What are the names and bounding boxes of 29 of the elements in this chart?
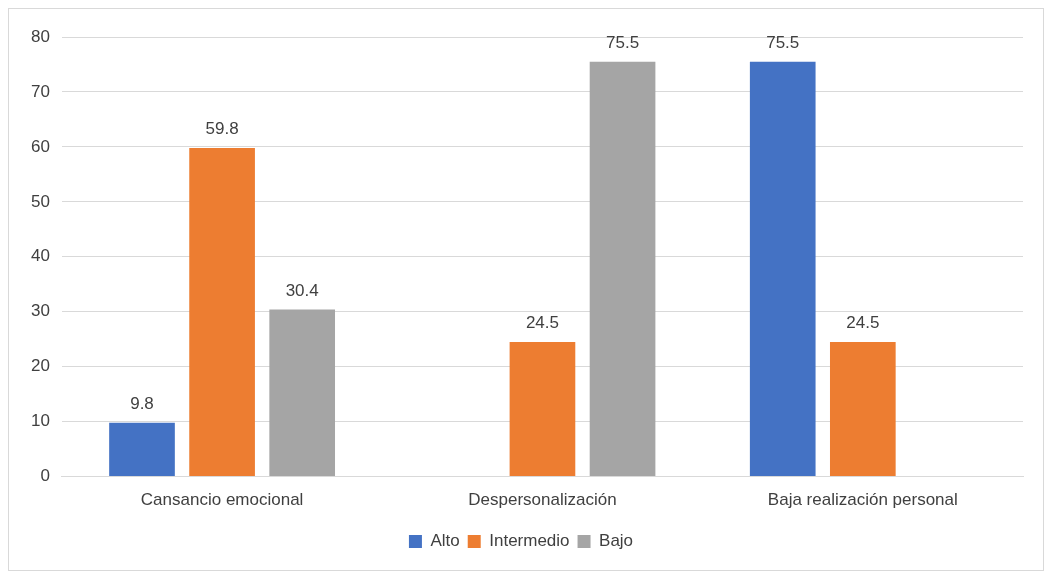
bar bbox=[189, 148, 255, 477]
y-tick-label: 80 bbox=[30, 26, 50, 46]
y-tick-label: 70 bbox=[30, 81, 50, 101]
bar bbox=[109, 422, 175, 477]
y-tick-label: 20 bbox=[30, 356, 50, 376]
data-label: 9.8 bbox=[130, 393, 154, 413]
y-tick-label: 50 bbox=[30, 191, 50, 211]
legend-label: Intermedio bbox=[489, 531, 570, 551]
y-tick-label: 40 bbox=[30, 246, 50, 266]
y-tick-label: 10 bbox=[30, 411, 50, 431]
y-tick-label: 60 bbox=[30, 136, 50, 156]
x-tick-label: Despersonalización bbox=[468, 490, 617, 510]
bar bbox=[589, 61, 656, 477]
x-tick-label: Cansancio emocional bbox=[140, 490, 304, 510]
legend-label: Alto bbox=[430, 531, 460, 551]
data-label: 24.5 bbox=[846, 313, 880, 333]
bar bbox=[749, 61, 816, 477]
data-label: 30.4 bbox=[285, 280, 319, 300]
data-label: 24.5 bbox=[525, 313, 559, 333]
data-label: 75.5 bbox=[606, 32, 640, 52]
data-label: 75.5 bbox=[766, 32, 800, 52]
legend-label: Bajo bbox=[599, 531, 634, 551]
y-tick-label: 0 bbox=[40, 466, 50, 486]
bar bbox=[509, 341, 576, 477]
y-tick-label: 30 bbox=[30, 301, 50, 321]
x-tick-label: Baja realización personal bbox=[767, 490, 958, 510]
bar bbox=[829, 341, 896, 477]
data-label: 59.8 bbox=[205, 119, 239, 139]
bar bbox=[269, 309, 336, 477]
